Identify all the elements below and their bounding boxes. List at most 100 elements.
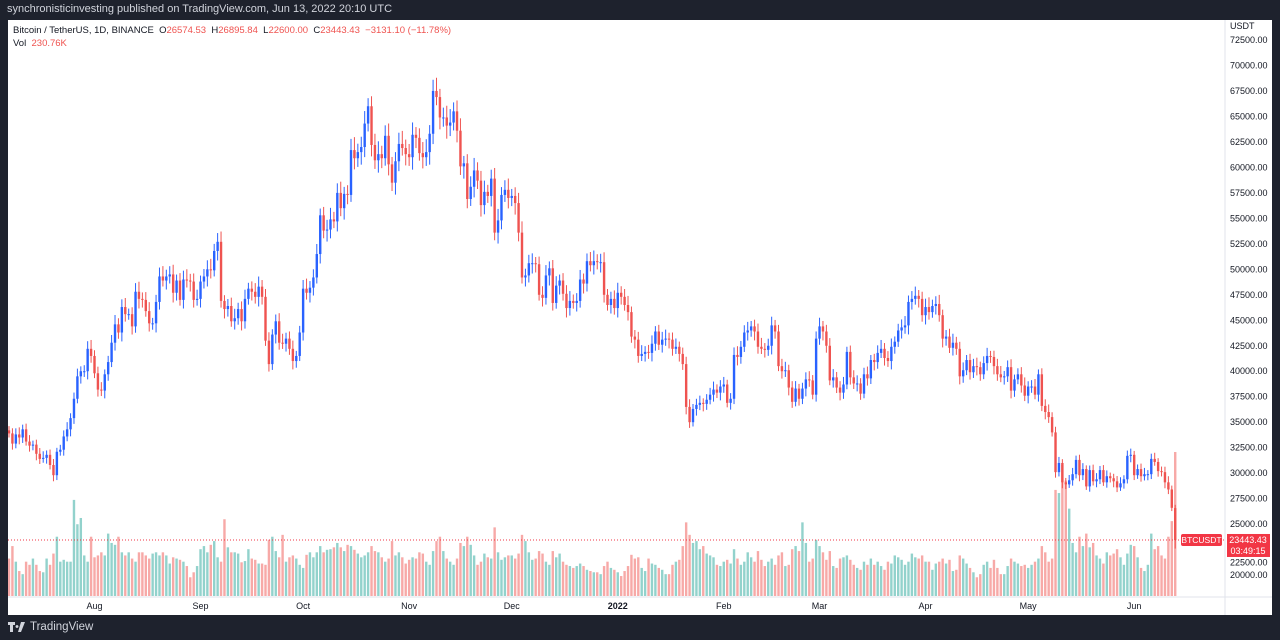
candle-body [992, 356, 996, 367]
candle-body [855, 383, 859, 385]
candle-body [18, 434, 21, 438]
candle-body [154, 301, 158, 324]
volume-bar [76, 524, 79, 596]
candle-body [1068, 480, 1071, 485]
volume-bar [811, 558, 814, 596]
candle-body [493, 178, 496, 233]
candle-body [445, 117, 448, 126]
volume-bar [158, 555, 161, 596]
candle-body [1088, 470, 1091, 487]
volume-bar [257, 563, 260, 596]
volume-bar [907, 561, 910, 596]
symbol-title[interactable]: Bitcoin / TetherUS, 1D, BINANCE [13, 25, 154, 36]
time-tick-label: Jun [1127, 601, 1142, 611]
volume-bar [134, 561, 137, 596]
candle-body [862, 374, 866, 394]
candle-body [790, 387, 794, 402]
candle-body [838, 387, 842, 393]
volume-bar [1143, 571, 1146, 596]
last-price-tag [1227, 533, 1270, 557]
price-tick-label: 32500.00 [1230, 443, 1268, 453]
volume-bar [832, 566, 835, 596]
candle-body [756, 331, 760, 347]
volume-bar [1016, 563, 1020, 596]
candle-body [948, 336, 951, 348]
candle-body [21, 429, 24, 438]
volume-bar [472, 555, 476, 596]
candle-body [958, 348, 961, 377]
volume-bar [148, 558, 151, 596]
volume-bar [35, 564, 38, 596]
volume-bar [623, 571, 626, 596]
volume-bar [151, 553, 154, 596]
symbol-tag-label: BTCUSDT [1181, 535, 1221, 545]
candle-body [407, 154, 411, 158]
volume-bar [62, 559, 65, 596]
volume-bar [503, 557, 507, 596]
high-label: H [211, 25, 219, 36]
candlestick-chart[interactable]: USDT 20000.00 22500.00 25000.00 27500.00 3000… [8, 20, 1272, 615]
candle-body [924, 307, 927, 316]
candle-body [363, 123, 366, 148]
volume-bar [45, 558, 48, 596]
candle-body [1009, 367, 1013, 391]
candle-body [295, 355, 298, 362]
candle-body [387, 135, 390, 165]
candle-body [910, 298, 914, 302]
price-tick-label: 47500.00 [1230, 290, 1268, 300]
candle-body [397, 143, 401, 162]
volume-bar [175, 558, 178, 596]
volume-bar [804, 542, 808, 596]
volume-bar [154, 552, 158, 596]
tradingview-logo[interactable]: TradingView [8, 621, 93, 633]
candle-body [1057, 462, 1061, 473]
volume-bar [862, 561, 866, 596]
volume-bar [48, 564, 52, 596]
volume-label[interactable]: Vol [13, 38, 27, 49]
volume-bar [260, 563, 264, 596]
candle-body [565, 293, 568, 309]
candle-body [260, 286, 264, 297]
volume-bar [55, 536, 59, 596]
candle-body [168, 274, 171, 277]
candle-body [1026, 386, 1030, 396]
candle-body [975, 366, 979, 368]
volume-bar [920, 555, 924, 596]
volume-bar [616, 572, 619, 596]
candle-body [811, 380, 814, 395]
volume-bar [387, 558, 390, 596]
candle-body [236, 309, 240, 319]
candle-body [476, 170, 479, 181]
volume-bar [825, 559, 828, 596]
candle-body [418, 137, 421, 154]
candle-body [968, 360, 972, 373]
volume-bar [486, 557, 489, 596]
volume-bar [1156, 546, 1160, 596]
volume-bar [544, 561, 548, 596]
volume-bar [941, 558, 944, 596]
candle-body [630, 312, 633, 337]
candle-body [1064, 482, 1067, 485]
volume-bar [206, 552, 209, 596]
candle-body [575, 300, 578, 303]
volume-bar [753, 561, 756, 596]
volume-bar [842, 557, 845, 596]
volume-bar [479, 561, 483, 596]
candle-body [524, 275, 527, 278]
volume-bar [712, 557, 715, 596]
candle-body [216, 241, 219, 251]
volume-bar [414, 558, 418, 596]
candle-body [982, 363, 985, 375]
candle-body [637, 339, 640, 356]
volume-bar [869, 558, 873, 596]
candle-body [301, 288, 305, 333]
volume-bar [835, 567, 838, 596]
candle-body [274, 321, 277, 335]
candle-body [45, 454, 48, 458]
candle-body [438, 97, 442, 118]
volume-bar [209, 544, 212, 596]
volume-bar [274, 551, 277, 596]
volume-bar [202, 546, 206, 596]
chart-panel[interactable]: USDT 20000.00 22500.00 25000.00 27500.00 3000… [8, 20, 1272, 615]
volume-bar [982, 564, 985, 596]
